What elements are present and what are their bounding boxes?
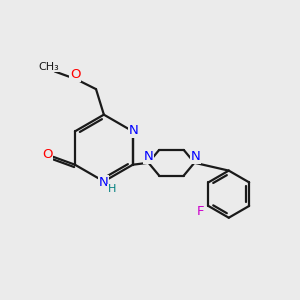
Text: N: N (144, 150, 153, 164)
Text: methyl: methyl (53, 62, 58, 64)
Text: methoxy: methoxy (44, 67, 50, 68)
Text: O: O (42, 148, 53, 161)
Text: N: N (190, 150, 200, 164)
Text: O: O (70, 68, 81, 81)
Text: N: N (129, 124, 139, 137)
Text: H: H (107, 184, 116, 194)
Text: CH₃: CH₃ (38, 61, 59, 72)
Text: F: F (197, 205, 204, 218)
Text: N: N (99, 176, 109, 189)
